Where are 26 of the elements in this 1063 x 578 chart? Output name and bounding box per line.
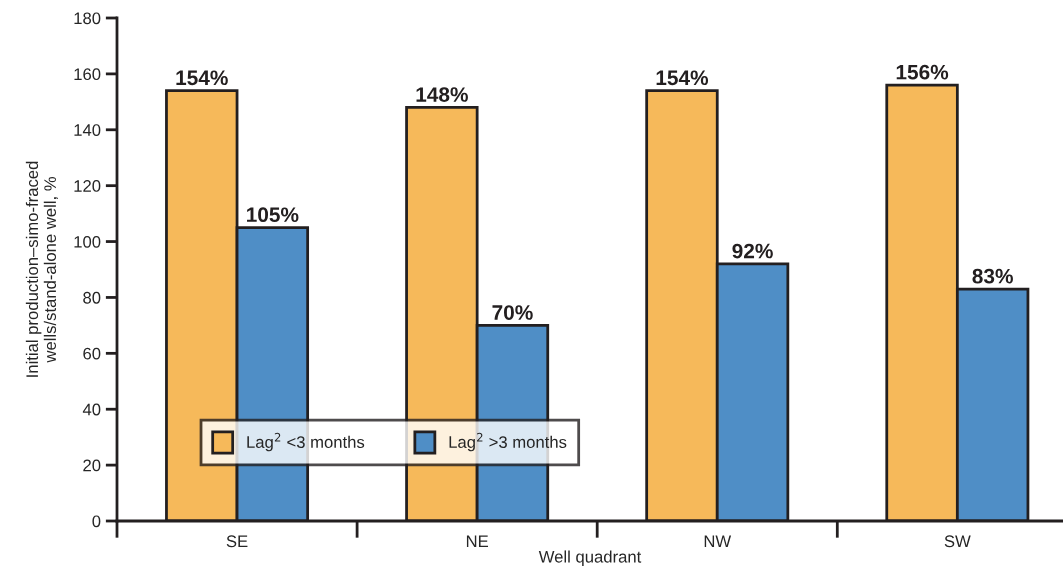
y-tick-label: 140	[74, 124, 101, 136]
legend-label: Lag$^{2}$ <3 months	[247, 432, 365, 452]
data-label: 83%	[972, 268, 1013, 284]
x-axis-title: Well quadrant	[538, 550, 642, 566]
data-label: 148%	[416, 87, 468, 102]
x-tick-label: SE	[226, 535, 248, 548]
x-tick-label: NW	[704, 535, 732, 547]
y-tick-label: 180	[74, 12, 101, 25]
y-tick-label: 20	[83, 459, 101, 472]
y-axis-title: Initial production–simo-fraced wells/stand-alone well, %	[25, 161, 59, 377]
data-label: 105%	[247, 207, 299, 223]
y-tick-label: 160	[74, 68, 101, 81]
y-tick-label: 40	[82, 403, 101, 416]
data-label: 70%	[492, 305, 533, 320]
y-tick-label: 0	[92, 515, 101, 528]
legend-label: Lag$^{2}$ >3 months	[449, 432, 567, 452]
x-tick-label: SW	[944, 535, 971, 548]
data-label: 92%	[732, 243, 773, 259]
data-label: 154%	[656, 70, 709, 86]
data-label: 154%	[176, 70, 228, 86]
y-tick-label: 120	[74, 180, 101, 192]
y-tick-label: 80	[83, 291, 101, 304]
y-tick-label: 60	[83, 347, 101, 360]
data-label: 156%	[896, 64, 949, 80]
x-tick-label: NE	[466, 535, 489, 547]
y-tick-label: 100	[74, 235, 101, 248]
